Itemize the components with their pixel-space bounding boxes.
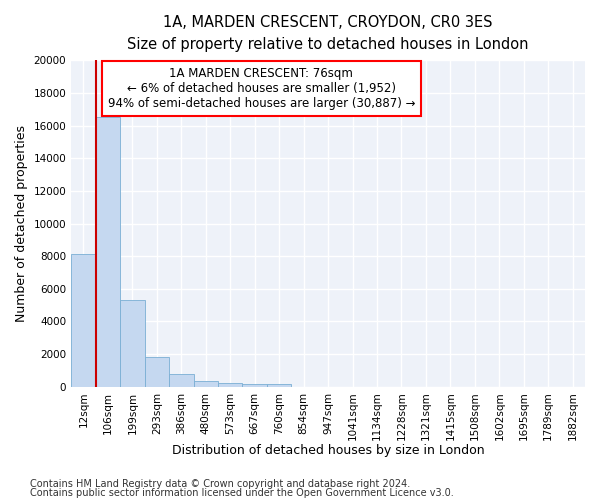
Text: 1A MARDEN CRESCENT: 76sqm
← 6% of detached houses are smaller (1,952)
94% of sem: 1A MARDEN CRESCENT: 76sqm ← 6% of detach… (107, 67, 415, 110)
Bar (194, 382, 218, 386)
Text: Contains public sector information licensed under the Open Government Licence v3: Contains public sector information licen… (30, 488, 454, 498)
Bar (218, 383, 242, 386)
Title: 1A, MARDEN CRESCENT, CROYDON, CR0 3ES
Size of property relative to detached hous: 1A, MARDEN CRESCENT, CROYDON, CR0 3ES Si… (127, 15, 529, 52)
Text: Contains HM Land Registry data © Crown copyright and database right 2024.: Contains HM Land Registry data © Crown c… (30, 479, 410, 489)
Y-axis label: Number of detached properties: Number of detached properties (15, 125, 28, 322)
Bar (267, 384, 292, 386)
Bar (242, 384, 267, 386)
Bar (169, 374, 194, 386)
Bar (71, 254, 95, 386)
Bar (120, 300, 145, 386)
Bar (95, 116, 120, 386)
Bar (145, 356, 169, 386)
X-axis label: Distribution of detached houses by size in London: Distribution of detached houses by size … (172, 444, 484, 458)
